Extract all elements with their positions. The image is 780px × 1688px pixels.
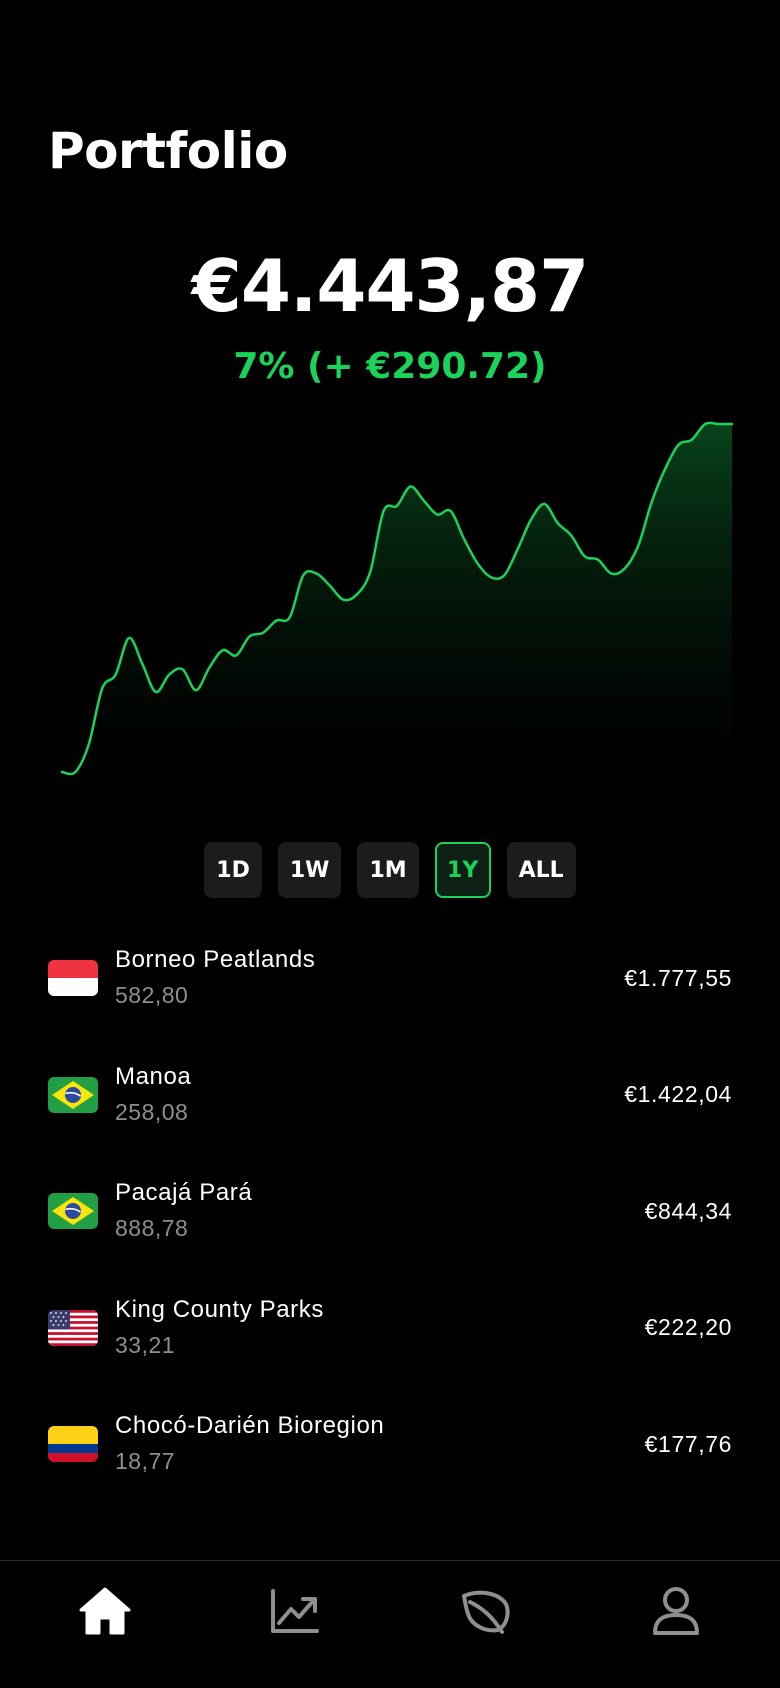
holding-row[interactable]: Chocó-Darién Bioregion 18,77 €177,76: [48, 1386, 732, 1503]
holding-value: €1.422,04: [624, 1081, 732, 1108]
holding-row[interactable]: Pacajá Pará 888,78 €844,34: [48, 1153, 732, 1270]
leaf-icon: [462, 1590, 510, 1634]
holding-value: €1.777,55: [624, 964, 732, 991]
chart-icon: [271, 1589, 319, 1633]
range-1w-button[interactable]: 1W: [277, 842, 342, 898]
time-range-selector: 1D 1W 1M 1Y ALL: [0, 842, 780, 898]
holdings-list: Borneo Peatlands 582,80 €1.777,55 Manoa …: [48, 920, 732, 1503]
brazil-flag-icon: [48, 1076, 98, 1113]
indonesia-flag-icon: [48, 960, 98, 997]
holding-value: €844,34: [644, 1197, 732, 1224]
user-icon: [653, 1587, 699, 1635]
chart-area-fill: [62, 422, 732, 820]
range-1y-button[interactable]: 1Y: [434, 842, 491, 898]
portfolio-change: 7% (+ €290.72): [233, 346, 547, 387]
holding-row[interactable]: Borneo Peatlands 582,80 €1.777,55: [48, 920, 732, 1037]
chart-series-line: [60, 421, 734, 776]
holding-value: €177,76: [644, 1430, 732, 1457]
brazil-flag-icon: [48, 1193, 98, 1230]
holding-name: Pacajá Pará: [115, 1179, 253, 1207]
home-icon: [79, 1587, 131, 1635]
usa-flag-icon: [48, 1309, 98, 1346]
page-title: Portfolio: [48, 122, 288, 180]
range-1d-button[interactable]: 1D: [204, 842, 262, 898]
tab-home[interactable]: [75, 1581, 135, 1641]
holding-quantity: 33,21: [115, 1331, 176, 1358]
tab-profile[interactable]: [646, 1581, 706, 1641]
range-1m-button[interactable]: 1M: [357, 842, 419, 898]
colombia-flag-icon: [48, 1426, 98, 1463]
tab-market[interactable]: [265, 1581, 325, 1641]
holding-name: King County Parks: [115, 1295, 324, 1323]
tab-projects[interactable]: [455, 1581, 515, 1641]
holding-quantity: 18,77: [115, 1448, 176, 1475]
holding-value: €222,20: [644, 1314, 732, 1341]
holding-quantity: 888,78: [115, 1215, 189, 1242]
holding-name: Manoa: [115, 1062, 192, 1090]
holding-quantity: 582,80: [115, 982, 189, 1009]
range-all-button[interactable]: ALL: [506, 842, 576, 898]
portfolio-balance: €4.443,87: [191, 244, 589, 328]
holding-row[interactable]: King County Parks 33,21 €222,20: [48, 1270, 732, 1387]
holding-quantity: 258,08: [115, 1098, 189, 1125]
holding-name: Chocó-Darién Bioregion: [115, 1412, 385, 1440]
portfolio-chart: [60, 421, 734, 820]
bottom-tab-bar: [0, 1560, 780, 1688]
holding-row[interactable]: Manoa 258,08 €1.422,04: [48, 1037, 732, 1154]
holding-name: Borneo Peatlands: [115, 946, 316, 974]
